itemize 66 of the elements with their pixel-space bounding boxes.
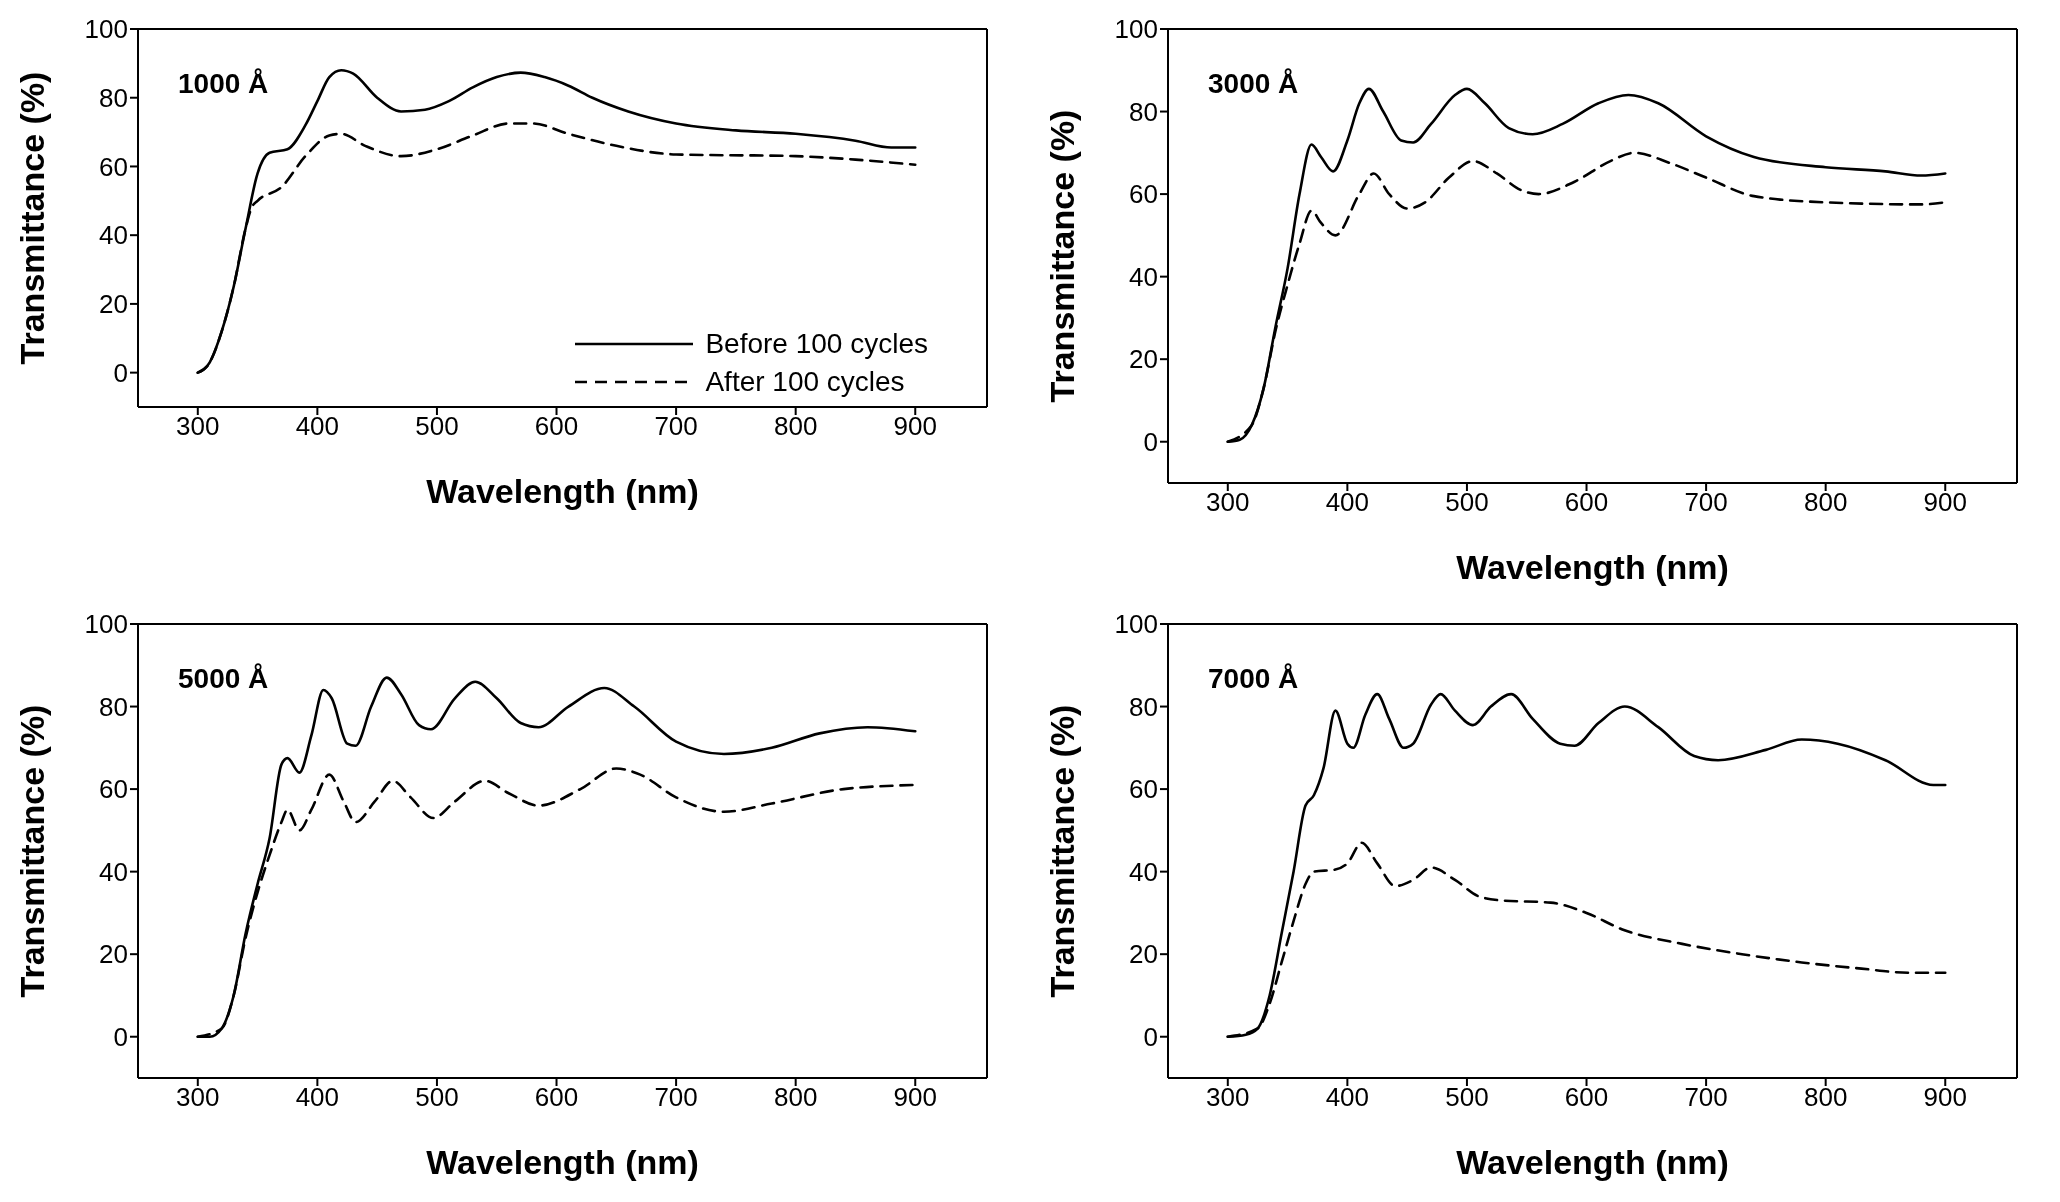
y-tick-label: 80 [1129,691,1158,722]
y-tick-label: 0 [1143,426,1158,457]
annotation: 7000 Å [1208,663,1299,695]
y-tick-label: 40 [1129,856,1158,887]
y-tick-label: 40 [99,856,128,887]
x-tick-label: 800 [1803,1082,1848,1113]
x-tick-label: 300 [176,411,220,442]
y-tick-label: 0 [113,1021,128,1052]
x-tick-label: 400 [1325,1082,1370,1113]
x-tick-label: 500 [1445,1082,1489,1113]
y-tick-label: 20 [99,939,128,970]
y-tick-label: 100 [1114,14,1158,45]
x-tick-label: 400 [295,411,340,442]
y-tick-label: 60 [1129,774,1158,805]
y-tick-label: 40 [99,220,128,251]
annotation: 3000 Å [1208,68,1299,100]
x-tick-label: 500 [415,1082,459,1113]
x-tick-label: 900 [893,1082,937,1113]
y-tick-label: 0 [1143,1021,1158,1052]
legend-label: After 100 cycles [705,366,905,398]
x-tick-label: 900 [1923,1082,1967,1113]
annotation: 5000 Å [178,663,269,695]
y-tick-label: 100 [84,14,128,45]
x-axis-title: Wavelength (nm) [426,472,699,510]
x-tick-label: 300 [1206,487,1250,518]
x-tick-label: 700 [1684,1082,1728,1113]
y-axis-title: Transmittance (%) [1043,704,1082,998]
y-tick-label: 80 [1129,96,1158,127]
x-tick-label: 700 [654,411,698,442]
x-tick-label: 900 [893,411,937,442]
annotation: 1000 Å [178,68,269,100]
y-tick-label: 20 [1129,939,1158,970]
x-tick-label: 700 [1684,487,1728,518]
x-tick-label: 800 [773,411,818,442]
x-tick-label: 500 [1445,487,1489,518]
y-tick-label: 80 [99,82,128,113]
y-tick-label: 60 [99,151,128,182]
x-tick-label: 600 [1564,487,1609,518]
x-tick-label: 400 [1325,487,1370,518]
y-tick-label: 20 [1129,344,1158,375]
y-tick-label: 80 [99,691,128,722]
x-tick-label: 300 [1206,1082,1250,1113]
x-tick-label: 900 [1923,487,1967,518]
y-axis-title: Transmittance (%) [1043,109,1082,403]
legend-label: Before 100 cycles [705,328,928,360]
x-axis-title: Wavelength (nm) [1456,548,1729,586]
x-tick-label: 700 [654,1082,698,1113]
y-tick-label: 60 [99,774,128,805]
x-tick-label: 600 [534,411,579,442]
y-axis-title: Transmittance (%) [13,704,52,998]
y-tick-label: 40 [1129,261,1158,292]
x-tick-label: 600 [1564,1082,1609,1113]
x-tick-label: 500 [415,411,459,442]
x-tick-label: 400 [295,1082,340,1113]
x-tick-label: 600 [534,1082,579,1113]
x-tick-label: 800 [1803,487,1848,518]
y-tick-label: 100 [84,609,128,640]
y-axis-title: Transmittance (%) [13,71,52,365]
y-tick-label: 100 [1114,609,1158,640]
x-tick-label: 300 [176,1082,220,1113]
y-tick-label: 20 [99,289,128,320]
y-tick-label: 0 [113,357,128,388]
x-tick-label: 800 [773,1082,818,1113]
y-tick-label: 60 [1129,179,1158,210]
x-axis-title: Wavelength (nm) [1456,1143,1729,1181]
x-axis-title: Wavelength (nm) [426,1143,699,1181]
